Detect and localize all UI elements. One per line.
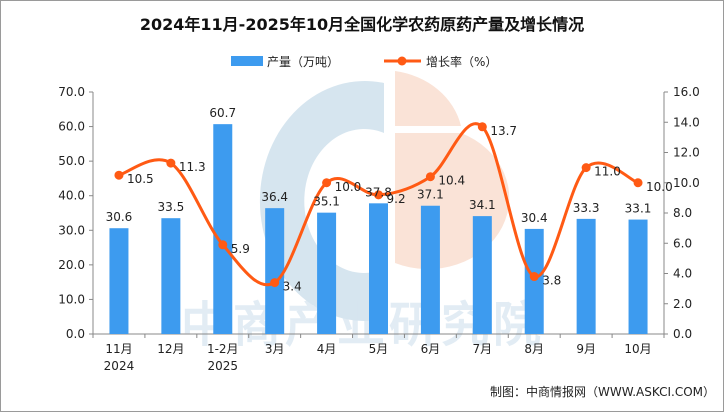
bar xyxy=(109,228,129,334)
growth-value-label: 9.2 xyxy=(387,192,406,206)
x-tick-label: 4月 xyxy=(317,342,337,356)
growth-value-label: 11.0 xyxy=(594,165,621,179)
bar xyxy=(369,203,388,334)
growth-value-label: 10.0 xyxy=(646,180,673,194)
x-tick-label: 8月 xyxy=(524,342,544,356)
growth-point xyxy=(270,278,280,288)
bar xyxy=(420,205,440,334)
bar-value-label: 35.1 xyxy=(313,195,340,209)
x-tick-label: 5月 xyxy=(369,342,389,356)
growth-value-label: 10.5 xyxy=(127,172,154,186)
growth-point xyxy=(425,172,435,182)
x-tick-label: 11月 xyxy=(105,342,132,356)
x-tick-label: 7月 xyxy=(472,342,492,356)
legend: 产量（万吨） 增长率（%） xyxy=(231,54,497,69)
bar-value-label: 34.1 xyxy=(469,198,496,212)
x-tick-label: 12月 xyxy=(157,342,184,356)
growth-point xyxy=(374,190,383,200)
growth-point xyxy=(529,272,539,282)
bar xyxy=(524,228,544,334)
chart-title: 2024年11月-2025年10月全国化学农药原药产量及增长情况 xyxy=(140,15,584,34)
left-tick-label: 30.0 xyxy=(58,223,85,237)
bar-value-label: 33.5 xyxy=(158,200,185,214)
growth-value-label: 11.3 xyxy=(179,160,206,174)
left-tick-label: 60.0 xyxy=(58,120,85,134)
left-tick-label: 70.0 xyxy=(58,85,85,99)
left-tick-label: 20.0 xyxy=(58,258,85,272)
bar xyxy=(161,218,181,334)
bar-value-label: 36.4 xyxy=(261,190,288,204)
x-tick-label: 9月 xyxy=(576,342,596,356)
right-tick-label: 14.0 xyxy=(673,115,700,129)
bar xyxy=(576,218,596,334)
x-tick-label: 10月 xyxy=(624,342,651,356)
bar-value-label: 30.6 xyxy=(106,210,133,224)
growth-line xyxy=(118,122,639,287)
bar-value-label: 37.1 xyxy=(417,188,444,202)
bar-value-label: 37.8 xyxy=(365,185,392,199)
bar xyxy=(317,212,337,334)
right-tick-label: 16.0 xyxy=(673,85,700,99)
growth-point xyxy=(633,178,643,188)
growth-point xyxy=(581,163,591,173)
right-tick-label: 2.0 xyxy=(673,297,692,311)
growth-point xyxy=(322,178,332,188)
left-tick-label: 10.0 xyxy=(58,292,85,306)
right-tick-label: 8.0 xyxy=(673,206,692,220)
source-note: 制图：中商情报网（WWW.ASKCI.COM） xyxy=(490,384,715,399)
growth-point xyxy=(477,122,487,132)
right-tick-label: 6.0 xyxy=(673,236,692,250)
left-tick-label: 40.0 xyxy=(58,189,85,203)
x-tick-label: 6月 xyxy=(421,342,441,356)
growth-point xyxy=(166,158,176,168)
growth-value-label: 10.4 xyxy=(438,174,465,188)
bar xyxy=(213,124,233,334)
legend-bar-swatch xyxy=(231,56,263,66)
growth-value-label: 3.4 xyxy=(283,280,302,294)
right-tick-label: 0.0 xyxy=(673,327,692,341)
growth-value-label: 3.8 xyxy=(542,274,561,288)
right-tick-label: 4.0 xyxy=(673,267,692,281)
x-tick-label: 1-2月 xyxy=(207,342,239,356)
bar xyxy=(265,208,285,334)
bar xyxy=(472,216,492,334)
x-tick-year-label: 2024 xyxy=(104,359,135,373)
right-tick-label: 10.0 xyxy=(673,176,700,190)
bar-value-label: 33.1 xyxy=(625,202,652,216)
bar-value-label: 60.7 xyxy=(209,106,236,120)
growth-value-label: 13.7 xyxy=(490,124,517,138)
legend-line-marker xyxy=(397,56,407,66)
x-tick-label: 3月 xyxy=(265,342,285,356)
growth-value-label: 10.0 xyxy=(335,180,362,194)
x-tick-year-label: 2025 xyxy=(207,359,238,373)
legend-bar-label: 产量（万吨） xyxy=(267,55,339,69)
bar-value-label: 33.3 xyxy=(573,201,600,215)
left-tick-label: 50.0 xyxy=(58,154,85,168)
growth-point xyxy=(114,170,124,180)
legend-line-label: 增长率（%） xyxy=(426,54,497,69)
bar-value-label: 30.4 xyxy=(521,211,548,225)
left-tick-label: 0.0 xyxy=(66,327,85,341)
right-tick-label: 12.0 xyxy=(673,146,700,160)
bar xyxy=(628,219,648,334)
growth-value-label: 5.9 xyxy=(231,242,250,256)
growth-point xyxy=(218,240,228,250)
